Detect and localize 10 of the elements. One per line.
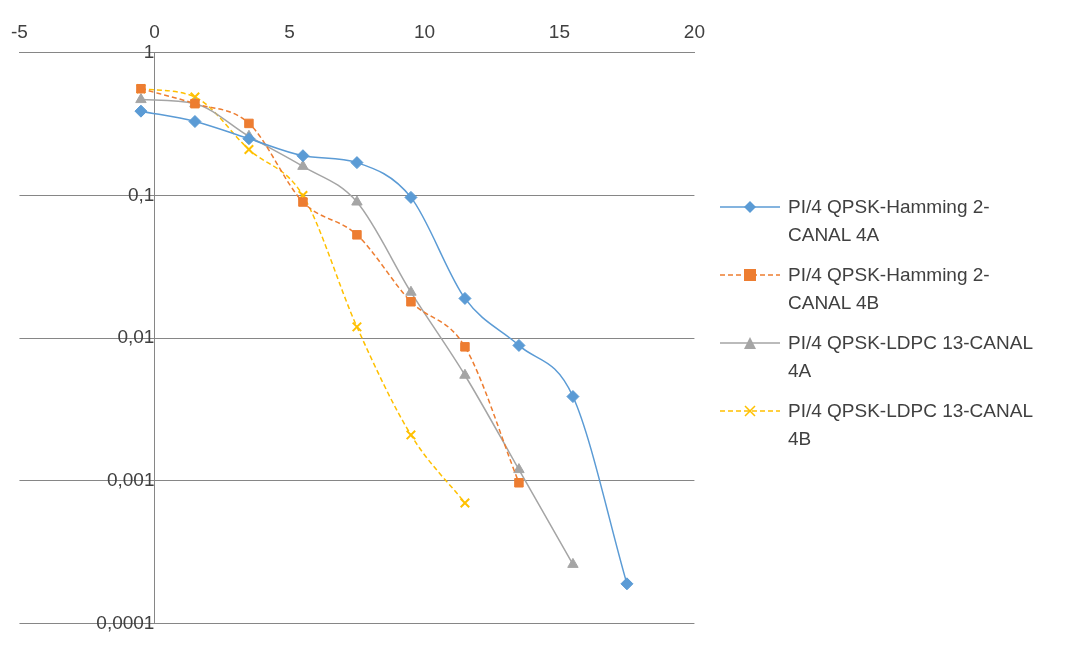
legend-label: PI/4 QPSK-LDPC 13-CANAL 4B xyxy=(788,398,1034,451)
x-tick-label: 0 xyxy=(149,20,160,42)
x-tick-label: -5 xyxy=(10,20,28,42)
x-tick-label: 5 xyxy=(284,20,295,42)
x-tick-label: 20 xyxy=(683,20,705,42)
legend-label: PI/4 QPSK-Hamming 2-CANAL 4B xyxy=(788,262,991,315)
legend-label: PI/4 QPSK-LDPC 13-CANAL 4A xyxy=(788,330,1034,383)
x-tick-label: 10 xyxy=(413,20,436,42)
x-tick-label: 15 xyxy=(548,20,571,42)
legend-label: PI/4 QPSK-Hamming 2-CANAL 4A xyxy=(788,194,991,247)
